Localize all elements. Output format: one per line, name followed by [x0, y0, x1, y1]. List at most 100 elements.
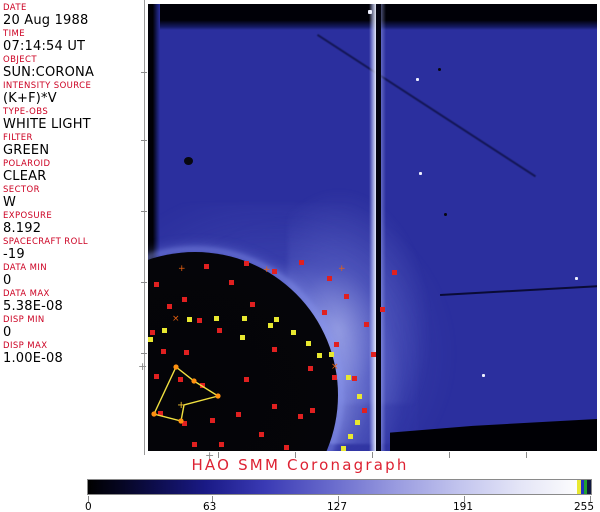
colorbar-frame: [87, 479, 592, 495]
overlay-point-yellow: [148, 337, 153, 342]
star-speck: [416, 78, 419, 81]
star-speck: [482, 374, 485, 377]
metadata-field-filter: FILTER GREEN: [3, 133, 144, 158]
axis-tick-bottom: [218, 452, 219, 458]
metadata-label-intensity-source: INTENSITY SOURCE: [3, 81, 92, 91]
overlay-point-red: [371, 352, 376, 357]
colorbar-tick-0: [88, 496, 89, 502]
overlay-marker-x: +: [178, 264, 186, 274]
metadata-field-type-obs: TYPE-OBS WHITE LIGHT: [3, 107, 144, 132]
metadata-label-disp-min: DISP MIN: [3, 315, 45, 325]
overlay-point-yellow: [162, 328, 167, 333]
overlay-point-yellow: [355, 420, 360, 425]
overlay-marker-x: ×: [331, 362, 339, 372]
axis-center-marker-bottom: +: [205, 449, 215, 462]
overlay-point-red: [158, 411, 163, 416]
metadata-field-disp-max: DISP MAX 1.00E-08: [3, 341, 144, 366]
metadata-label-type-obs: TYPE-OBS: [3, 107, 49, 117]
dust-speck: [184, 157, 193, 165]
axis-tick-left: [141, 353, 147, 354]
overlay-point-yellow: [242, 316, 247, 321]
coronagraph-image: × × + + + +: [148, 4, 597, 451]
overlay-point-red: [154, 374, 159, 379]
colorbar-mark-yellow: [577, 480, 581, 494]
overlay-point-red: [344, 294, 349, 299]
overlay-point-yellow: [341, 446, 346, 451]
overlay-point-red: [310, 408, 315, 413]
colorbar-mark-dark: [587, 480, 591, 494]
overlay-point-red: [332, 375, 337, 380]
metadata-field-intensity-source: INTENSITY SOURCE (K+F)*V: [3, 81, 144, 106]
colorbar-label-63: 63: [203, 501, 217, 512]
colorbar-mark-blue: [581, 480, 585, 494]
overlay-point-yellow: [329, 352, 334, 357]
metadata-value-filter: GREEN: [3, 143, 50, 158]
overlay-point-red: [192, 442, 197, 447]
metadata-label-polaroid: POLAROID: [3, 159, 51, 169]
axis-tick-bottom: [526, 452, 527, 458]
overlay-point-yellow: [346, 375, 351, 380]
overlay-point-red: [236, 412, 241, 417]
colorbar-label-0: 0: [85, 501, 92, 512]
axis-tick-left: [141, 211, 147, 212]
metadata-panel: DATE 20 Aug 1988 TIME 07:14:54 UT OBJECT…: [0, 0, 145, 455]
dust-speck: [444, 213, 447, 216]
metadata-value-sector: W: [3, 195, 17, 210]
overlay-point-red: [272, 404, 277, 409]
axis-tick-bottom: [449, 452, 450, 458]
metadata-field-sector: SECTOR W: [3, 185, 144, 210]
metadata-label-exposure: EXPOSURE: [3, 211, 53, 221]
overlay-point-red: [334, 342, 339, 347]
overlay-point-red: [362, 408, 367, 413]
overlay-point-yellow: [214, 316, 219, 321]
axis-tick-bottom: [372, 452, 373, 458]
colorbar-label-191: 191: [453, 501, 474, 512]
overlay-point-red: [210, 418, 215, 423]
overlay-point-yellow: [348, 434, 353, 439]
overlay-point-red: [178, 377, 183, 382]
colorbar-labels: 0 63 127 191 255: [85, 501, 595, 512]
metadata-field-disp-min: DISP MIN 0: [3, 315, 144, 340]
metadata-label-spacecraft-roll: SPACECRAFT ROLL: [3, 237, 88, 247]
pylon-glare-left: [369, 4, 376, 451]
pylon-shadow: [376, 4, 381, 451]
overlay-point-red: [364, 322, 369, 327]
overlay-marker-x: +: [338, 264, 346, 274]
metadata-label-data-min: DATA MIN: [3, 263, 47, 273]
overlay-point-red: [182, 421, 187, 426]
metadata-label-sector: SECTOR: [3, 185, 40, 195]
overlay-point-yellow: [306, 341, 311, 346]
colorbar-ticks: [87, 496, 592, 503]
metadata-value-date: 20 Aug 1988: [3, 13, 89, 28]
metadata-value-disp-min: 0: [3, 325, 12, 340]
overlay-point-red: [182, 297, 187, 302]
overlay-marker-x: ×: [172, 314, 180, 324]
metadata-field-polaroid: POLAROID CLEAR: [3, 159, 144, 184]
overlay-point-yellow: [274, 317, 279, 322]
overlay-point-red: [284, 445, 289, 450]
metadata-value-spacecraft-roll: -19: [3, 247, 25, 262]
overlay-point-yellow: [268, 323, 273, 328]
colorbar-tick-191: [464, 496, 465, 502]
metadata-label-date: DATE: [3, 3, 27, 13]
colorbar-tick-63: [212, 496, 213, 502]
overlay-point-red: [244, 377, 249, 382]
metadata-field-spacecraft-roll: SPACECRAFT ROLL -19: [3, 237, 144, 262]
metadata-value-object: SUN:CORONA: [3, 65, 95, 80]
overlay-point-red: [200, 383, 205, 388]
overlay-point-red: [380, 307, 385, 312]
star-speck: [368, 10, 372, 14]
overlay-point-red: [308, 366, 313, 371]
colorbar-tick-127: [338, 496, 339, 502]
metadata-value-data-min: 0: [3, 273, 12, 288]
metadata-field-time: TIME 07:14:54 UT: [3, 29, 144, 54]
colorbar-label-127: 127: [327, 501, 348, 512]
dust-speck: [438, 68, 441, 71]
axis-tick-left: [141, 72, 147, 73]
metadata-value-exposure: 8.192: [3, 221, 42, 236]
overlay-point-red: [244, 261, 249, 266]
colorbar: 0 63 127 191 255: [85, 479, 595, 512]
axis-tick-left: [141, 282, 147, 283]
colorbar-label-255: 255: [574, 501, 595, 512]
